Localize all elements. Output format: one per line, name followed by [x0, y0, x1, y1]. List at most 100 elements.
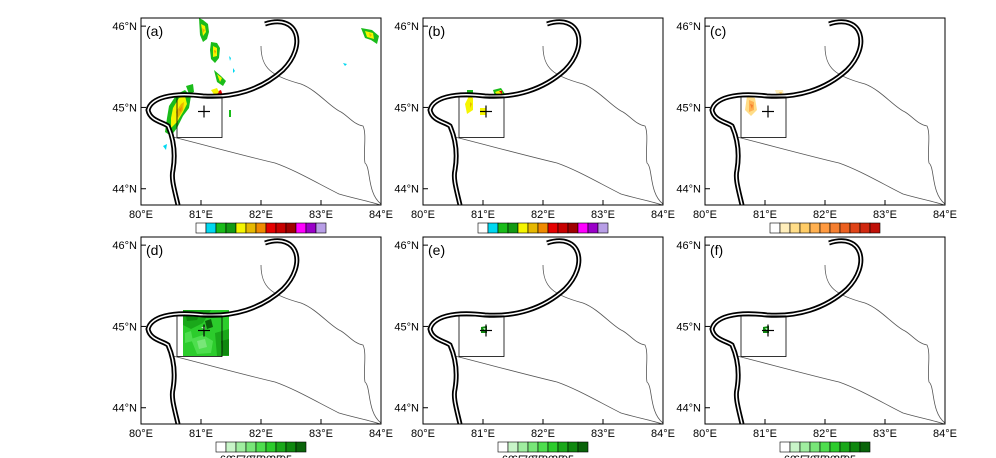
map-content	[705, 18, 945, 205]
minor-river	[542, 45, 663, 205]
colorbar-cell	[245, 441, 257, 453]
colorbar-cell	[205, 222, 217, 234]
y-tick-label: 46°N	[676, 21, 701, 33]
data-cell	[750, 104, 753, 109]
major-river-core	[429, 240, 580, 424]
colorbar-label: 95	[562, 454, 574, 458]
major-river-core	[711, 240, 862, 424]
colorbar-label: 65	[230, 454, 242, 458]
x-tick-label: 82°E	[531, 209, 555, 221]
colorbar-cell	[789, 222, 801, 234]
colorbar-cell	[577, 222, 589, 234]
colorbar-label: 95	[844, 454, 856, 458]
colorbar-cell	[507, 441, 519, 453]
x-tick-label: 81°E	[189, 428, 213, 440]
x-tick-label: 84°E	[651, 209, 675, 221]
map-content	[141, 237, 381, 424]
map-content	[705, 237, 945, 424]
x-tick-label: 80°E	[693, 428, 717, 440]
x-tick-label: 82°E	[249, 209, 273, 221]
x-tick-label: 81°E	[189, 209, 213, 221]
colorbar-label: 70	[240, 454, 252, 458]
minor-river	[450, 354, 663, 424]
minor-river	[542, 264, 663, 424]
y-tick-label: 45°N	[112, 102, 137, 114]
x-tick-label: 81°E	[471, 428, 495, 440]
panel-label: (c)	[710, 23, 726, 39]
minor-river	[260, 264, 381, 424]
colorbar-label: 75	[532, 454, 544, 458]
y-tick-label: 44°N	[676, 184, 701, 196]
data-cell	[229, 56, 231, 61]
x-tick-label: 81°E	[753, 209, 777, 221]
colorbar-cell	[537, 222, 549, 234]
colorbar-cell	[547, 441, 559, 453]
colorbar-cell	[507, 222, 519, 234]
y-tick-label: 46°N	[112, 240, 137, 252]
colorbar-label: 75	[814, 454, 826, 458]
colorbar: 60657075808595	[497, 441, 589, 458]
colorbar-cell	[225, 441, 237, 453]
y-tick-label: 46°N	[394, 240, 419, 252]
data-cell	[214, 50, 216, 54]
minor-river	[168, 354, 381, 424]
map-panel: (e)44°N45°N46°N80°E81°E82°E83°E84°E60657…	[394, 236, 675, 458]
domain-box	[176, 315, 223, 357]
x-tick-label: 80°E	[129, 428, 153, 440]
major-river-core	[711, 21, 862, 205]
data-cell	[233, 68, 235, 73]
data-cell	[179, 106, 182, 112]
colorbar-cell	[869, 222, 881, 234]
colorbar-cell	[809, 222, 821, 234]
y-tick-label: 45°N	[394, 321, 419, 333]
colorbar-label: 85	[270, 454, 282, 458]
y-tick-label: 44°N	[394, 184, 419, 196]
data-cell	[221, 339, 229, 355]
colorbar-cell	[235, 441, 247, 453]
colorbar-cell	[839, 441, 851, 453]
data-cell	[186, 84, 194, 94]
x-tick-label: 80°E	[411, 428, 435, 440]
x-tick-label: 83°E	[309, 209, 333, 221]
x-tick-label: 80°E	[411, 209, 435, 221]
colorbar-label: 80	[542, 454, 554, 458]
data-cell	[205, 319, 213, 329]
colorbar-cell	[849, 222, 861, 234]
minor-river	[732, 354, 945, 424]
colorbar-cell	[527, 222, 539, 234]
y-tick-label: 45°N	[394, 102, 419, 114]
x-tick-label: 81°E	[753, 428, 777, 440]
colorbar-cell	[265, 441, 277, 453]
x-tick-label: 81°E	[471, 209, 495, 221]
data-cell	[499, 91, 502, 94]
colorbar: 60657075808595	[215, 441, 307, 458]
map-panel: (a)44°N45°N46°N80°E81°E82°E83°E84°E20304…	[112, 17, 393, 247]
colorbar-cell	[769, 222, 781, 234]
x-tick-label: 83°E	[591, 209, 615, 221]
y-tick-label: 44°N	[394, 403, 419, 415]
colorbar-cell	[487, 222, 499, 234]
x-tick-label: 84°E	[369, 209, 393, 221]
x-tick-label: 83°E	[591, 428, 615, 440]
y-tick-label: 45°N	[676, 102, 701, 114]
y-tick-label: 46°N	[112, 21, 137, 33]
colorbar-label: 80	[260, 454, 272, 458]
panel-label: (b)	[428, 23, 445, 39]
colorbar-label: 65	[794, 454, 806, 458]
colorbar-cell	[255, 441, 267, 453]
colorbar-cell	[255, 222, 267, 234]
colorbar-cell	[859, 222, 871, 234]
colorbar-cell	[275, 441, 287, 453]
colorbar-cell	[597, 222, 609, 234]
x-tick-label: 83°E	[873, 428, 897, 440]
colorbar-label: 75	[250, 454, 262, 458]
map-panel: (f)44°N45°N46°N80°E81°E82°E83°E84°E60657…	[676, 236, 957, 458]
colorbar-cell	[557, 441, 569, 453]
colorbar-cell	[779, 441, 791, 453]
colorbar-cell	[567, 441, 579, 453]
x-tick-label: 84°E	[651, 428, 675, 440]
colorbar-cell	[215, 441, 227, 453]
y-tick-label: 46°N	[394, 21, 419, 33]
x-tick-label: 82°E	[813, 209, 837, 221]
